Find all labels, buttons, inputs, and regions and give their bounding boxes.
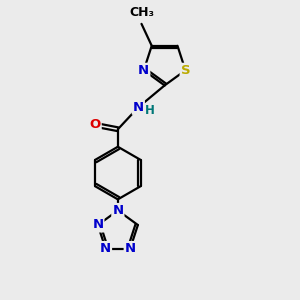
Text: N: N [125,242,136,255]
Text: N: N [133,101,144,114]
Text: N: N [100,242,111,255]
Text: H: H [145,104,154,117]
Text: O: O [89,118,101,131]
Text: CH₃: CH₃ [129,6,154,19]
Text: S: S [181,64,190,77]
Text: N: N [92,218,104,232]
Text: N: N [112,204,123,217]
Text: N: N [138,64,149,77]
